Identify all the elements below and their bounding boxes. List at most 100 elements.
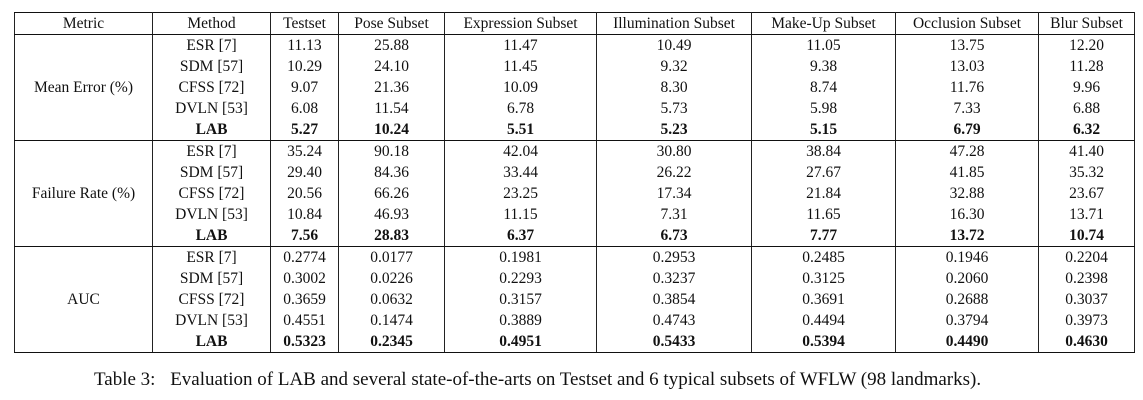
value-cell: 10.09 xyxy=(444,77,597,98)
method-cell: SDM [57] xyxy=(152,56,271,77)
value-cell: 5.15 xyxy=(751,119,896,141)
method-cell: DVLN [53] xyxy=(152,310,271,331)
table-row: CFSS [72] 0.3659 0.0632 0.3157 0.3854 0.3691 0… xyxy=(15,289,1135,310)
value-cell: 0.4551 xyxy=(270,310,339,331)
caption-text: Evaluation of LAB and several state-of-t… xyxy=(170,369,982,390)
value-cell: 21.36 xyxy=(338,77,445,98)
value-cell: 0.0226 xyxy=(338,268,445,289)
value-cell: 0.4743 xyxy=(596,310,752,331)
value-cell: 5.23 xyxy=(596,119,752,141)
metric-label: AUC xyxy=(14,246,153,353)
value-cell: 13.03 xyxy=(895,56,1039,77)
value-cell: 6.73 xyxy=(596,225,752,247)
method-cell: DVLN [53] xyxy=(152,204,271,225)
method-cell: LAB xyxy=(152,225,271,247)
column-header: Blur Subset xyxy=(1038,12,1135,35)
value-cell: 7.31 xyxy=(596,204,752,225)
value-cell: 9.38 xyxy=(751,56,896,77)
value-cell: 0.4951 xyxy=(444,331,597,353)
value-cell: 11.65 xyxy=(751,204,896,225)
column-header: Testset xyxy=(270,12,339,35)
value-cell: 11.47 xyxy=(444,34,597,56)
value-cell: 90.18 xyxy=(338,140,445,162)
value-cell: 6.88 xyxy=(1038,98,1135,119)
table-row: CFSS [72] 9.07 21.36 10.09 8.30 8.74 11.76 9.96 xyxy=(15,77,1135,98)
value-cell: 28.83 xyxy=(338,225,445,247)
value-cell: 35.24 xyxy=(270,140,339,162)
value-cell: 11.28 xyxy=(1038,56,1135,77)
value-cell: 0.0632 xyxy=(338,289,445,310)
value-cell: 12.20 xyxy=(1038,34,1135,56)
value-cell: 0.2774 xyxy=(270,246,339,268)
value-cell: 6.08 xyxy=(270,98,339,119)
method-cell: ESR [7] xyxy=(152,34,271,56)
value-cell: 6.78 xyxy=(444,98,597,119)
value-cell: 23.67 xyxy=(1038,183,1135,204)
column-header: Pose Subset xyxy=(338,12,445,35)
value-cell: 13.72 xyxy=(895,225,1039,247)
value-cell: 0.3691 xyxy=(751,289,896,310)
value-cell: 11.76 xyxy=(895,77,1039,98)
caption-label: Table 3: xyxy=(94,369,156,390)
table-row: LAB 0.5323 0.2345 0.4951 0.5433 0.5394 0.4490 0… xyxy=(15,331,1135,353)
table-row: Mean Error (%) ESR [7] 11.13 25.88 11.47 10.4… xyxy=(14,34,1135,141)
value-cell: 0.3237 xyxy=(596,268,752,289)
method-cell: DVLN [53] xyxy=(152,98,271,119)
value-cell: 84.36 xyxy=(338,162,445,183)
value-cell: 38.84 xyxy=(751,140,896,162)
value-cell: 13.71 xyxy=(1038,204,1135,225)
method-cell: CFSS [72] xyxy=(152,289,271,310)
value-cell: 41.85 xyxy=(895,162,1039,183)
value-cell: 7.77 xyxy=(751,225,896,247)
value-cell: 41.40 xyxy=(1038,140,1135,162)
table-row: SDM [57] 29.40 84.36 33.44 26.22 27.67 41.85 35… xyxy=(15,162,1135,183)
value-cell: 5.27 xyxy=(270,119,339,141)
value-cell: 0.3973 xyxy=(1038,310,1135,331)
column-header: Method xyxy=(152,12,271,35)
value-cell: 25.88 xyxy=(338,34,445,56)
method-cell: CFSS [72] xyxy=(152,183,271,204)
column-header: Make-Up Subset xyxy=(751,12,896,35)
value-cell: 5.51 xyxy=(444,119,597,141)
value-cell: 9.32 xyxy=(596,56,752,77)
table-row: SDM [57] 10.29 24.10 11.45 9.32 9.38 13.03 11.2… xyxy=(15,56,1135,77)
value-cell: 23.25 xyxy=(444,183,597,204)
value-cell: 0.0177 xyxy=(338,246,445,268)
value-cell: 10.24 xyxy=(338,119,445,141)
value-cell: 20.56 xyxy=(270,183,339,204)
metric-label: Mean Error (%) xyxy=(14,34,153,141)
value-cell: 7.33 xyxy=(895,98,1039,119)
method-cell: LAB xyxy=(152,119,271,141)
value-cell: 10.74 xyxy=(1038,225,1135,247)
value-cell: 10.84 xyxy=(270,204,339,225)
value-cell: 7.56 xyxy=(270,225,339,247)
value-cell: 8.74 xyxy=(751,77,896,98)
value-cell: 16.30 xyxy=(895,204,1039,225)
value-cell: 29.40 xyxy=(270,162,339,183)
value-cell: 30.80 xyxy=(596,140,752,162)
value-cell: 47.28 xyxy=(895,140,1039,162)
value-cell: 8.30 xyxy=(596,77,752,98)
value-cell: 0.3889 xyxy=(444,310,597,331)
column-header: Expression Subset xyxy=(444,12,597,35)
value-cell: 0.3659 xyxy=(270,289,339,310)
value-cell: 0.2953 xyxy=(596,246,752,268)
value-cell: 26.22 xyxy=(596,162,752,183)
value-cell: 33.44 xyxy=(444,162,597,183)
method-cell: SDM [57] xyxy=(152,268,271,289)
value-cell: 11.54 xyxy=(338,98,445,119)
value-cell: 10.29 xyxy=(270,56,339,77)
value-cell: 11.13 xyxy=(270,34,339,56)
value-cell: 0.3037 xyxy=(1038,289,1135,310)
table-body: Mean Error (%) ESR [7] 11.13 25.88 11.47 10.4… xyxy=(14,34,1135,353)
value-cell: 0.2204 xyxy=(1038,246,1135,268)
results-table: Metric Method Testset Pose Subset Expression… xyxy=(14,12,1135,353)
method-cell: ESR [7] xyxy=(152,246,271,268)
column-header: Metric xyxy=(14,12,153,35)
value-cell: 0.3157 xyxy=(444,289,597,310)
value-cell: 17.34 xyxy=(596,183,752,204)
column-header: Occlusion Subset xyxy=(895,12,1039,35)
table-row: LAB 7.56 28.83 6.37 6.73 7.77 13.72 10.74 xyxy=(15,225,1135,247)
value-cell: 0.4494 xyxy=(751,310,896,331)
value-cell: 5.98 xyxy=(751,98,896,119)
